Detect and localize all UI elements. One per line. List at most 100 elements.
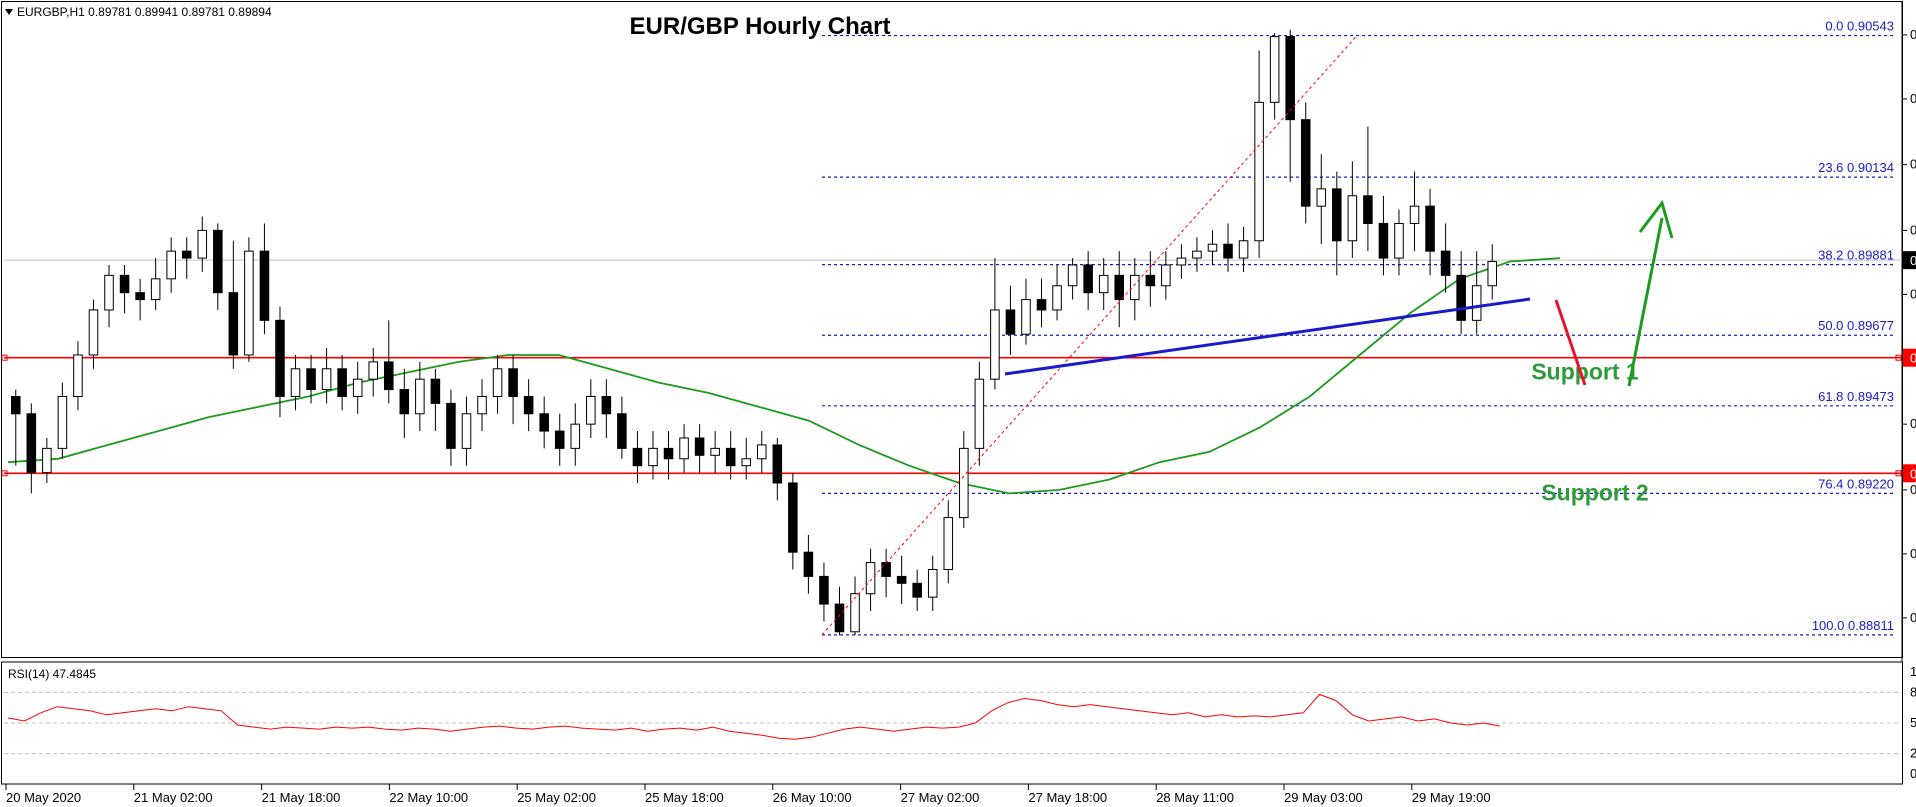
candle-body <box>974 378 985 449</box>
candle-body <box>1052 285 1062 311</box>
candle-body <box>1207 243 1218 252</box>
support-anchor-handle <box>1 470 8 477</box>
candle-body <box>399 389 410 415</box>
candle-body <box>119 274 130 294</box>
candle-body <box>306 368 316 391</box>
candle-body <box>1425 205 1435 252</box>
candle-body <box>135 292 145 301</box>
support-price-box <box>1903 348 1916 367</box>
candle-body <box>788 482 798 553</box>
candle-body <box>819 575 829 605</box>
candle-body <box>446 402 456 449</box>
candle-body <box>88 309 99 356</box>
fib-level-label: 76.4 0.89220 <box>1818 476 1894 491</box>
support-price-box <box>1903 464 1916 483</box>
price-tick-label: 0.89795 <box>1910 286 1916 301</box>
fib-level-label: 100.0 0.88811 <box>1812 618 1894 633</box>
candle-body <box>1176 257 1187 266</box>
axis-layer: 0.90545 0.90360 0.90170 0.89980 0.89795 0.894… <box>5 27 1916 805</box>
candle-body <box>725 447 736 467</box>
fib-level-label: 61.8 0.89473 <box>1818 389 1894 404</box>
candle-body <box>508 368 518 397</box>
support-layer <box>1 354 1902 477</box>
price-tick-label: 0.88860 <box>1910 610 1916 625</box>
time-tick-label: 25 May 02:00 <box>517 790 596 805</box>
candle-body <box>943 517 954 570</box>
candle-body <box>430 378 441 404</box>
candle-body <box>834 603 845 633</box>
support-price-label: 0.89278 <box>1910 466 1916 481</box>
price-tick-label: 0.90545 <box>1910 27 1916 42</box>
fib-level-label: 50.0 0.89677 <box>1818 318 1894 333</box>
rsi-tick-label: 50 <box>1910 715 1916 730</box>
candle-body <box>1223 243 1233 259</box>
time-tick-label: 25 May 18:00 <box>645 790 724 805</box>
candle-body <box>1254 101 1264 242</box>
current-price-box <box>1903 251 1916 270</box>
candle-body <box>26 413 37 474</box>
time-tick-label: 29 May 03:00 <box>1284 790 1363 805</box>
current-price-label: 0.89894 <box>1910 253 1916 268</box>
candle-body <box>492 368 503 397</box>
candle-body <box>10 395 21 415</box>
symbol-info: EURGBP,H1 0.89781 0.89941 0.89781 0.8989… <box>17 5 272 19</box>
rsi-tick-label: 100 <box>1910 664 1916 679</box>
candle-body <box>694 437 705 456</box>
candle-body <box>1316 188 1327 207</box>
candle-body <box>710 447 720 456</box>
rsi-tick-label: 20 <box>1910 746 1916 761</box>
price-tick-label: 0.90170 <box>1910 157 1916 172</box>
candle-body <box>290 368 301 397</box>
candle-body <box>1036 299 1047 311</box>
fibonacci-layer: 0.0 0.90543 23.6 0.90134 38.2 0.89881 50.0 … <box>822 19 1896 636</box>
candle-body <box>881 562 891 577</box>
time-tick-label: 29 May 19:00 <box>1412 790 1491 805</box>
trendline <box>1004 297 1531 376</box>
candle-body <box>244 250 254 356</box>
support-anchor-handle <box>1895 354 1902 361</box>
fib-level-label: 0.0 0.90543 <box>1825 19 1894 34</box>
candle-body <box>632 447 643 467</box>
price-tick-label: 0.89420 <box>1910 416 1916 431</box>
candle-body <box>1347 195 1358 242</box>
support-anchor-handle <box>1895 470 1902 477</box>
candle-body <box>1332 188 1342 242</box>
candle-body <box>586 395 596 425</box>
candle-body <box>1471 285 1482 321</box>
candle-body <box>1238 240 1249 259</box>
candle-body <box>990 309 1000 380</box>
candle-body <box>1440 250 1451 276</box>
candle-body <box>1098 274 1109 294</box>
time-tick-label: 28 May 11:00 <box>1156 790 1234 805</box>
candle-body <box>73 354 83 397</box>
candle-body <box>1285 36 1295 121</box>
support-anchor-handle <box>1 354 8 361</box>
candle-body <box>1192 250 1202 259</box>
support-text-label: Support 1 <box>1531 359 1639 385</box>
candle-body <box>679 437 689 460</box>
price-tick-label: 0.90360 <box>1910 91 1916 106</box>
candle-body <box>927 568 938 598</box>
candle-body <box>1129 274 1140 301</box>
candle-body <box>1021 299 1031 335</box>
candle-body <box>1114 274 1125 301</box>
candle-body <box>213 229 223 294</box>
candle-body <box>275 319 285 397</box>
time-tick-label: 27 May 18:00 <box>1028 790 1107 805</box>
candle-body <box>1363 195 1373 224</box>
candle-body <box>337 368 347 397</box>
green-arrow-shaft <box>1627 217 1664 387</box>
rsi-tick-label: 0 <box>1910 766 1916 781</box>
moving-average-line <box>7 257 1561 495</box>
menu-triangle-icon[interactable] <box>5 9 13 15</box>
fib-swing-line <box>821 35 1358 636</box>
candle-body <box>57 395 68 449</box>
chart-title: EUR/GBP Hourly Chart <box>630 13 891 40</box>
candle-body <box>368 361 379 380</box>
time-tick-label: 20 May 2020 <box>6 790 81 805</box>
candle-body <box>1456 274 1466 321</box>
candle-body <box>415 378 425 415</box>
red-arrow-line <box>1554 299 1587 386</box>
candle-body <box>617 413 627 449</box>
